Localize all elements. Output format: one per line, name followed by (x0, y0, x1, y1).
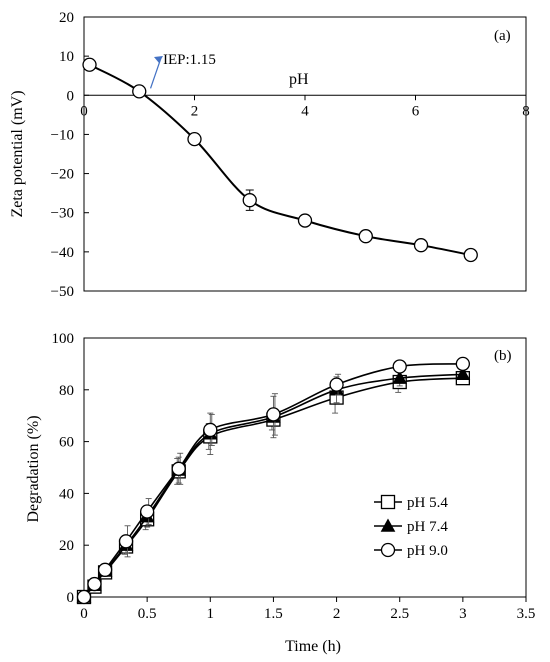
panel-b-y-tick-label: 0 (67, 590, 75, 606)
panel-a-y-tick-label: 0 (67, 88, 75, 104)
panel-b-data-point (87, 576, 102, 592)
panel-b-x-tick-label: 1 (207, 606, 215, 622)
panel-b-series-1 (76, 366, 471, 603)
panel-b-data-point (118, 534, 134, 549)
panel-a-y-tick-label: −40 (51, 245, 74, 261)
panel-b-data-point (266, 407, 281, 422)
panel-a-y-tick-label: −20 (51, 167, 74, 183)
panel-a-y-tick-label: −30 (51, 206, 74, 222)
legend-label: pH 5.4 (407, 495, 448, 511)
panel-b-y-tick-label: 40 (59, 486, 74, 502)
panel-b-x-tick-label: 3 (459, 606, 467, 622)
panel-a-series-line (89, 63, 471, 256)
panel-a-iep-arrow (149, 57, 162, 89)
panel-a-y-tick-label: 10 (59, 49, 74, 65)
panel-b-frame (83, 337, 527, 598)
panel-a-data-point (358, 229, 373, 244)
panel-b-data-point (203, 422, 218, 438)
panel-a-data-point (242, 193, 257, 208)
panel-b-degradation-chart: (b) Time (h) Degradation (%) 0 0.5 1 1.5 2 2.… (25, 331, 535, 655)
legend-marker (380, 494, 396, 510)
panel-b-marks (76, 356, 471, 605)
panel-a-label: (a) (494, 28, 511, 44)
panel-a-data-point (297, 213, 313, 228)
panel-b-label: (b) (494, 348, 512, 364)
panel-a-x-tick-label: 6 (412, 103, 420, 119)
panel-b-y-axis-title: Degradation (%) (25, 415, 42, 522)
panel-b-data-point (329, 377, 344, 392)
panel-a-iep-annotation: IEP:1.15 (163, 52, 216, 68)
panel-b-data-point (455, 366, 471, 380)
panel-b-x-tick-label: 0 (80, 606, 88, 622)
panel-b-data-point (455, 356, 471, 372)
legend-label: pH 7.4 (407, 519, 448, 535)
panel-b-data-point (171, 461, 186, 476)
panel-a-ticks: 0 2 4 6 8 20 10 0 −10 −20 −30 −40 −50 (51, 10, 530, 300)
panel-a-data-point (82, 57, 97, 72)
legend-label: pH 9.0 (407, 543, 448, 559)
panel-a-x-tick-label: 2 (191, 103, 199, 119)
legend-marker (380, 542, 396, 558)
panel-a-data-point (413, 238, 429, 253)
panel-a-zeta-potential-chart: (a) pH Zeta potential (mV) IEP:1.15 0 2 4 6… (9, 10, 530, 300)
panel-b-data-point (139, 504, 155, 519)
panel-b-x-tick-label: 1.5 (264, 606, 283, 622)
panel-b-data-point (76, 589, 92, 605)
panel-b-y-tick-label: 20 (59, 538, 74, 554)
panel-b-x-tick-label: 0.5 (138, 606, 157, 622)
panel-a-y-tick-label: −50 (51, 284, 74, 300)
panel-a-data-point (132, 84, 147, 99)
legend-marker (380, 518, 396, 532)
panel-b-ticks: 0 0.5 1 1.5 2 2.5 3 3.5 0 20 40 60 80 100 (52, 331, 536, 622)
panel-a-x-axis-title: pH (289, 71, 309, 88)
panel-a-frame (83, 16, 527, 292)
panel-a-x-tick-label: 0 (80, 103, 88, 119)
panel-b-y-tick-label: 80 (59, 383, 74, 399)
panel-a-y-axis-title: Zeta potential (mV) (9, 90, 26, 217)
panel-b-data-point (392, 359, 407, 374)
panel-b-series-2 (76, 356, 471, 605)
panel-a-x-tick-label: 8 (522, 103, 530, 119)
panel-b-y-tick-label: 60 (59, 435, 74, 451)
panel-b-x-tick-label: 2 (333, 606, 341, 622)
panel-a-iep-arrowhead (154, 56, 163, 63)
panel-b-data-point (97, 562, 113, 577)
panel-a-data-point (463, 247, 478, 263)
panel-a-x-tick-label: 4 (301, 103, 309, 119)
panel-b-data-point (392, 370, 408, 384)
panel-b-x-tick-label: 2.5 (390, 606, 409, 622)
panel-b-x-axis-title: Time (h) (285, 638, 341, 655)
panel-a-marks (82, 56, 478, 263)
panel-b-legend: pH 5.4 pH 7.4 pH 9.0 (374, 494, 448, 559)
panel-b-x-tick-label: 3.5 (517, 606, 536, 622)
panel-a-data-point (187, 131, 202, 147)
panel-a-y-tick-label: 20 (59, 10, 74, 26)
panel-a-y-tick-label: −10 (51, 127, 74, 143)
panel-b-y-tick-label: 100 (52, 331, 75, 347)
